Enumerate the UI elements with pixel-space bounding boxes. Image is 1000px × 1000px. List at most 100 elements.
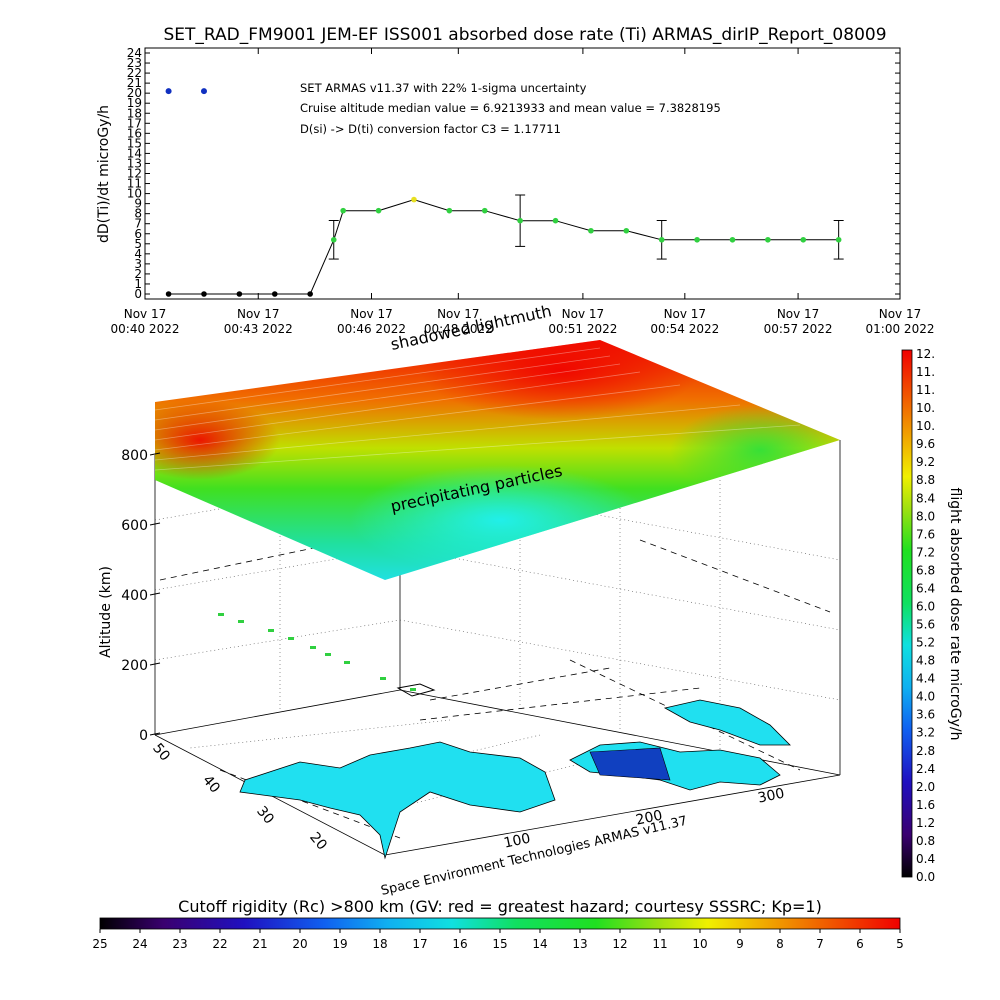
data-point: [411, 196, 417, 203]
colorbar-tick-label: 8.0: [916, 509, 935, 523]
data-point: [694, 236, 700, 243]
colorbar-tick-label: 7.2: [916, 545, 935, 559]
rigidity-tick-label: 21: [252, 937, 267, 951]
x-tick-label-date: Nov 17: [777, 307, 820, 321]
rigidity-tick-label: 6: [856, 937, 864, 951]
rigidity-tick-label: 18: [372, 937, 387, 951]
data-point: [517, 217, 523, 224]
longitude-axis: 100 200 300: [502, 785, 785, 851]
data-point: [375, 207, 382, 214]
y-tick-label: 6: [134, 227, 142, 241]
colorbar-tick-label: 4.0: [916, 690, 935, 704]
y-tick-label: 24: [127, 46, 142, 60]
altitude-label: Altitude (km): [98, 566, 114, 658]
colorbar-tick-label: 4.8: [916, 654, 935, 668]
colorbar-tick-label: 0.8: [916, 834, 935, 848]
rigidity-tick-label: 23: [172, 937, 187, 951]
colorbar-tick-label: 5.2: [916, 636, 935, 650]
lat-tick-label: 40: [199, 772, 223, 796]
z-tick: [149, 592, 161, 596]
rigidity-tick-label: 16: [452, 937, 467, 951]
data-point: [307, 291, 313, 297]
lon-tick-label: 200: [634, 807, 663, 828]
z-tick-label: 600: [121, 518, 148, 534]
y-tick-label: 1: [134, 277, 142, 291]
annotation-1: SET ARMAS v11.37 with 22% 1-sigma uncert…: [300, 81, 587, 95]
dose-series: [165, 88, 844, 297]
dose-surface: [154, 340, 840, 580]
x-tick-label-time: 00:46 2022: [337, 322, 406, 336]
colorbar-tick-label: 4.4: [916, 672, 935, 686]
data-point: [552, 217, 559, 224]
lat-tick-label: 30: [253, 803, 277, 827]
rigidity-tick-label: 12: [612, 937, 627, 951]
y-tick-label: 19: [127, 96, 142, 110]
legend-marker: [165, 88, 172, 95]
x-tick-label-time: 01:00 2022: [866, 322, 935, 336]
data-point: [330, 236, 337, 243]
colorbar-tick-label: 1.2: [916, 816, 935, 830]
colorbar-label: flight absorbed dose rate microGy/h: [947, 488, 963, 741]
x-tick-label-time: 00:54 2022: [650, 322, 719, 336]
colorbar-tick-label: 7.6: [916, 527, 935, 541]
z-tick-label: 400: [121, 588, 148, 604]
data-point: [236, 291, 243, 297]
y-tick-label: 15: [127, 136, 142, 150]
credit-text: Space Environment Technologies ARMAS v11…: [380, 814, 689, 899]
rigidity-tick-label: 22: [212, 937, 227, 951]
y-tick-label: 2: [134, 267, 142, 281]
colorbar-tick-label: 1.6: [916, 798, 935, 812]
colorbar-tick-label: 8.4: [916, 491, 935, 505]
orbit-track: [159, 529, 831, 839]
y-tick-label: 18: [127, 106, 142, 120]
x-tick-label-date: Nov 17: [664, 307, 707, 321]
y-tick-label: 13: [127, 156, 142, 170]
y-tick-label: 3: [134, 257, 142, 271]
legend-marker: [200, 88, 207, 95]
3d-plot: 0 200 400 600 800 Altitude (km) 20 30 40 50 100…: [98, 301, 841, 899]
colorbar-tick-label: 8.8: [916, 473, 935, 487]
chart-title: SET_RAD_FM9001 JEM-EF ISS001 absorbed do…: [163, 25, 886, 45]
y-tick-label: 14: [127, 146, 142, 160]
colorbar-tick-label: 6.4: [916, 581, 935, 595]
colorbar-tick-label: 9.2: [916, 455, 935, 469]
z-tick: [149, 452, 161, 456]
x-tick-label-time: 00:40 2022: [111, 322, 180, 336]
data-point: [658, 236, 665, 243]
annotation-3: D(si) -> D(ti) conversion factor C3 = 1.…: [300, 122, 561, 136]
data-point: [835, 236, 842, 243]
rigidity-tick-label: 24: [132, 937, 147, 951]
y-tick-label: 10: [127, 187, 142, 201]
colorbar-tick-label: 6.0: [916, 599, 935, 613]
x-tick-label-time: 00:48 2022: [424, 322, 493, 336]
z-tick-label: 200: [121, 658, 148, 674]
data-point: [765, 236, 771, 243]
annotation-2: Cruise altitude median value = 6.9213933…: [300, 101, 721, 115]
x-tick-label-date: Nov 17: [350, 307, 393, 321]
colorbar-tick-label: 9.6: [916, 437, 935, 451]
colorbar-tick-label: 10.: [916, 419, 935, 433]
rigidity-tick-label: 15: [492, 937, 507, 951]
colorbar-tick-label: 10.: [916, 401, 935, 415]
data-point: [481, 207, 488, 214]
lon-tick-label: 100: [502, 830, 531, 851]
y-tick-label: 4: [134, 247, 142, 261]
colorbar-tick-label: 5.6: [916, 618, 935, 632]
data-point: [165, 291, 172, 297]
data-point: [729, 236, 736, 243]
colorbar-tick-label: 2.0: [916, 780, 935, 794]
colorbar-tick-label: 3.2: [916, 726, 935, 740]
dose-colorbar: 0.0 0.4 0.8 1.2 1.6 2.0 2.4 2.8 3.2 3.6 4.0 4.4 4.8 5…: [901, 347, 963, 884]
colorbar-tick-label: 0.0: [916, 870, 935, 884]
y-tick-label: 7: [134, 217, 142, 231]
y-tick-label: 9: [134, 197, 142, 211]
colorbar-tick-label: 11.: [916, 383, 935, 397]
data-point: [800, 236, 807, 243]
rigidity-tick-label: 20: [292, 937, 307, 951]
top-chart: 0123456789101112131415161718192021222324…: [96, 46, 934, 336]
data-point: [201, 291, 207, 297]
rigidity-tick-label: 19: [332, 937, 347, 951]
x-tick-label-time: 00:57 2022: [764, 322, 833, 336]
y-tick-label: 12: [127, 167, 142, 181]
